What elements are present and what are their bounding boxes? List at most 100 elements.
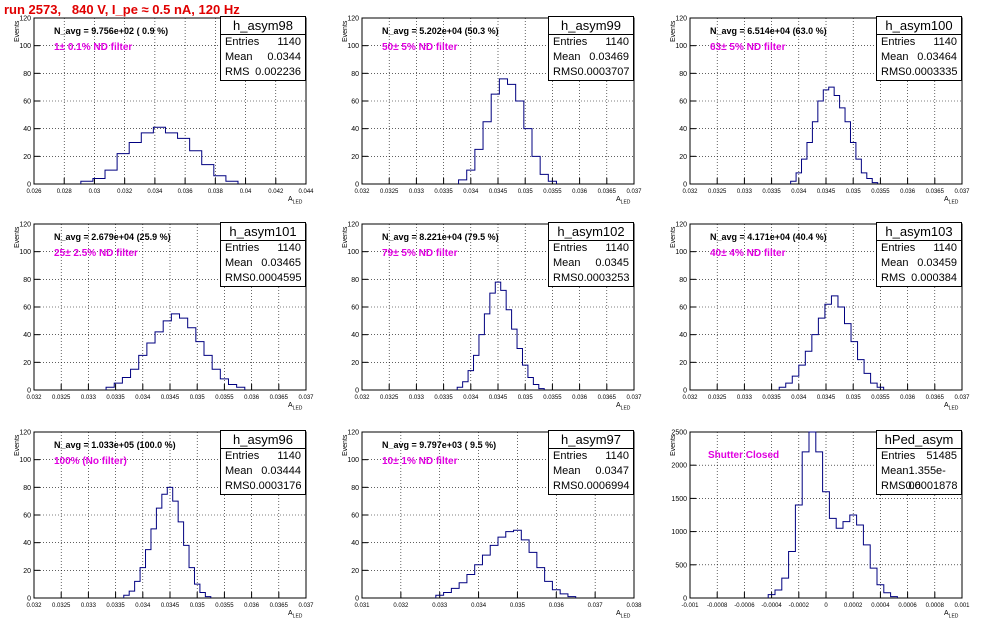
y-tick-label: 20	[679, 154, 687, 161]
x-tick-label: 0.031	[354, 603, 370, 609]
x-axis-label: ALED	[288, 402, 302, 411]
x-axis-subscript: LED	[620, 613, 631, 620]
x-axis-label: ALED	[288, 196, 302, 205]
y-tick-label: 0	[27, 388, 31, 395]
stats-row-rms: RMS 0.0003176	[221, 479, 305, 494]
stats-label: Entries	[881, 242, 916, 254]
x-tick-label: 0.033	[432, 603, 448, 609]
y-axis-label: Events	[342, 434, 349, 456]
x-tick-label: 0.035	[518, 395, 534, 401]
stats-value: 0.0003176	[249, 480, 302, 492]
x-axis-subscript: LED	[948, 405, 959, 412]
y-tick-label: 20	[679, 360, 687, 367]
y-tick-label: 80	[23, 277, 31, 284]
stats-row-entries: Entries 1140	[549, 449, 633, 464]
x-tick-label: 0.037	[298, 395, 314, 401]
stats-label: RMS	[225, 480, 250, 492]
stats-value: 0.03464	[917, 51, 957, 63]
x-tick-label: 0.034	[791, 395, 807, 401]
x-axis-symbol: A	[616, 610, 621, 617]
x-tick-label: 0.0335	[434, 395, 453, 401]
x-axis-label: ALED	[944, 196, 958, 205]
x-tick-label: 0.032	[682, 189, 698, 195]
y-axis-label: Events	[14, 226, 21, 248]
y-tick-label: 0	[683, 182, 687, 189]
x-tick-label: 0.0325	[52, 395, 71, 401]
histogram-panel-h_asym98: 0 20 40 60 80 100 120 0.026 0.028 0.03 0.032 0.034 0…	[14, 16, 334, 218]
stats-value: 0.0003335	[905, 66, 958, 78]
y-tick-label: 0	[27, 182, 31, 189]
x-tick-label: 0.035	[190, 395, 206, 401]
histogram-panel-h_asym99: 0 20 40 60 80 100 120 0.032 0.0325 0.033 0.0335 0.0…	[342, 16, 662, 218]
x-tick-label: 0.032	[393, 603, 409, 609]
x-tick-label: 0.0365	[598, 189, 617, 195]
x-tick-label: 0.032	[682, 395, 698, 401]
x-tick-label: 0.035	[518, 189, 534, 195]
stats-value: 0.0006994	[577, 480, 630, 492]
x-tick-label: 0.034	[135, 603, 151, 609]
stats-row-mean: Mean 0.03459	[877, 256, 961, 271]
y-tick-label: 100	[347, 43, 359, 50]
x-axis-label: ALED	[616, 196, 630, 205]
y-tick-label: 60	[351, 99, 359, 106]
stats-value: 0.0003253	[577, 272, 630, 284]
stats-row-entries: Entries 1140	[221, 449, 305, 464]
stats-row-entries: Entries 1140	[549, 241, 633, 256]
y-tick-label: 120	[347, 222, 359, 229]
stats-label: RMS	[553, 480, 578, 492]
y-axis-label: Events	[670, 20, 677, 42]
stats-label: Entries	[553, 242, 588, 254]
stats-box: h_asym99 Entries 1140 Mean 0.03469 RMS 0.00037…	[548, 16, 634, 81]
x-tick-label: 0.032	[354, 189, 370, 195]
stats-label: RMS	[553, 66, 578, 78]
stats-value: 0.0003707	[577, 66, 630, 78]
y-tick-label: 120	[347, 430, 359, 437]
x-axis-symbol: A	[288, 402, 293, 409]
x-tick-label: 0.034	[463, 395, 479, 401]
y-tick-label: 20	[351, 568, 359, 575]
stats-row-mean: Mean 0.03464	[877, 50, 961, 65]
stats-label: Mean	[881, 465, 909, 477]
n-avg-label: N_avg = 2.679e+04 (25.9 %)	[54, 232, 171, 242]
histogram-panel-h_asym101: 0 20 40 60 80 100 120 0.032 0.0325 0.033 0.0335 0.0…	[14, 222, 334, 424]
x-tick-label: 0.037	[626, 189, 642, 195]
stats-row-entries: Entries 1140	[549, 35, 633, 50]
x-tick-label: 0.0345	[161, 603, 180, 609]
x-tick-label: -0.0004	[761, 603, 782, 609]
stats-label: Entries	[881, 36, 916, 48]
histogram-name: h_asym99	[549, 17, 633, 35]
n-avg-label: N_avg = 4.171e+04 (40.4 %)	[710, 232, 827, 242]
y-tick-label: 2000	[671, 463, 687, 470]
stats-row-entries: Entries 1140	[877, 241, 961, 256]
stats-row-mean: Mean 0.03444	[221, 464, 305, 479]
stats-value: 1.355e-06	[908, 465, 946, 492]
x-tick-label: 0.0008	[926, 603, 945, 609]
y-axis-label: Events	[342, 226, 349, 248]
x-tick-label: 0.0325	[708, 189, 727, 195]
histogram-name: h_asym100	[877, 17, 961, 35]
x-tick-label: 0.037	[954, 189, 970, 195]
x-tick-label: 0.0325	[52, 603, 71, 609]
run-title: run 2573, 840 V, I_pe ≈ 0.5 nA, 120 Hz	[4, 2, 240, 17]
filter-label: 1± 0.1% ND filter	[54, 42, 133, 53]
stats-value: 0.03459	[917, 257, 957, 269]
y-tick-label: 100	[347, 457, 359, 464]
histogram-line	[435, 529, 577, 598]
x-tick-label: 0.028	[57, 189, 73, 195]
y-tick-label: 0	[683, 596, 687, 603]
x-axis-subscript: LED	[620, 199, 631, 206]
stats-value: 0.0001878	[905, 480, 958, 492]
y-tick-label: 1500	[671, 496, 687, 503]
y-tick-label: 100	[675, 249, 687, 256]
histogram-panel-h_asym96: 0 20 40 60 80 100 120 0.032 0.0325 0.033 0.0335 0.0…	[14, 430, 334, 632]
histogram-line	[790, 86, 879, 184]
stats-box: h_asym98 Entries 1140 Mean 0.0344 RMS 0.002236	[220, 16, 306, 81]
x-tick-label: 0.0335	[434, 189, 453, 195]
stats-label: RMS	[225, 272, 250, 284]
x-axis-symbol: A	[944, 610, 949, 617]
n-avg-label: N_avg = 5.202e+04 (50.3 %)	[382, 26, 499, 36]
x-axis-subscript: LED	[620, 405, 631, 412]
x-tick-label: 0.033	[409, 395, 425, 401]
filter-label: 79± 5% ND filter	[382, 248, 458, 259]
x-tick-label: 0	[824, 603, 828, 609]
